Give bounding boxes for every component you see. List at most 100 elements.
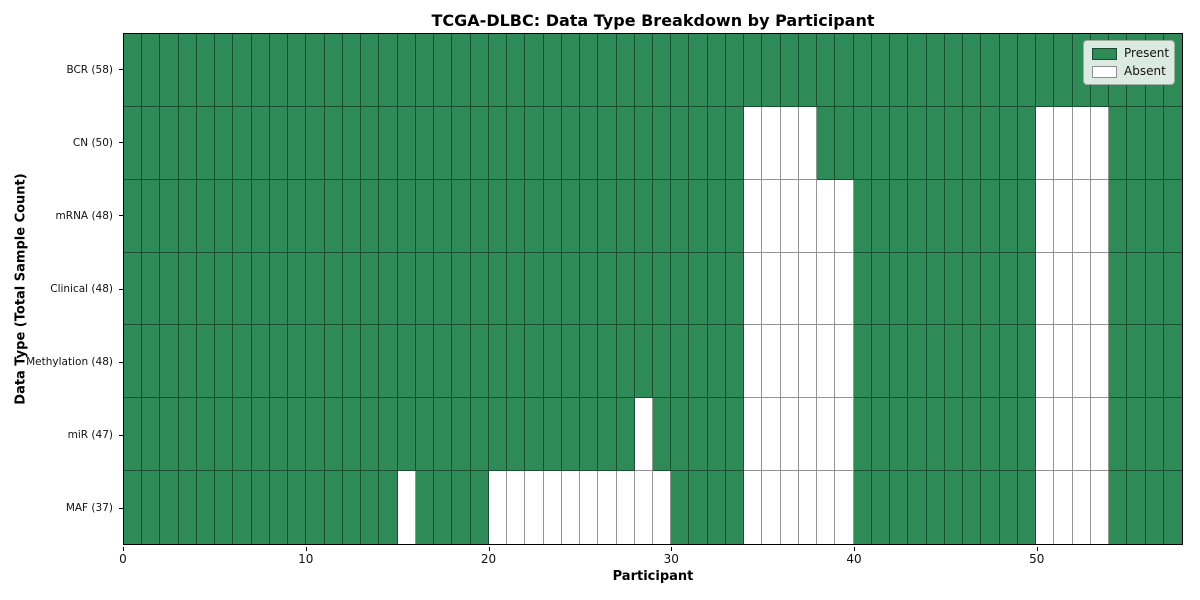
heatmap-cell [1127, 106, 1146, 180]
heatmap-cell [1163, 398, 1182, 472]
heatmap-cell [871, 471, 891, 544]
x-tick-mark [123, 546, 124, 551]
heatmap-cell [543, 106, 562, 180]
heatmap-cell [1163, 106, 1182, 180]
heatmap-cell [415, 34, 435, 107]
heatmap-cell [397, 398, 416, 472]
heatmap-cell [196, 106, 216, 180]
heatmap-cell [1090, 398, 1110, 472]
y-tick-label: miR (47) [67, 429, 113, 442]
heatmap-cell [233, 179, 252, 253]
heatmap-cell [926, 34, 945, 107]
legend-entry-present: Present [1092, 46, 1170, 60]
heatmap-cell [288, 471, 307, 544]
heatmap-cell [598, 179, 617, 253]
heatmap-cell [124, 398, 143, 472]
heatmap-cell [233, 471, 252, 544]
heatmap-cell [488, 325, 508, 399]
heatmap-cell [707, 179, 726, 253]
heatmap-cell [963, 179, 982, 253]
heatmap-cell [525, 325, 544, 399]
legend-absent-label: Absent [1124, 64, 1166, 79]
heatmap-cell [324, 179, 343, 253]
heatmap-cell [652, 325, 672, 399]
y-tick-mark [119, 361, 123, 363]
heatmap-cell [944, 325, 964, 399]
heatmap-cell [525, 252, 544, 326]
heatmap-cell [251, 179, 270, 253]
heatmap-cell [762, 179, 781, 253]
heatmap-cell [926, 471, 945, 544]
heatmap-cell [598, 325, 617, 399]
heatmap-cell [762, 252, 781, 326]
heatmap-cell [944, 252, 964, 326]
heatmap-cell [981, 398, 1000, 472]
heatmap-cell [1145, 252, 1164, 326]
heatmap-cell [288, 252, 307, 326]
heatmap-cell [1054, 252, 1073, 326]
heatmap-cell [488, 471, 508, 544]
heatmap-cell [361, 106, 380, 180]
heatmap-cell [981, 34, 1000, 107]
heatmap-cell [926, 325, 945, 399]
heatmap-cell [1127, 325, 1146, 399]
heatmap-cell [251, 398, 270, 472]
heatmap-cell [725, 471, 745, 544]
heatmap-cell [251, 252, 270, 326]
heatmap-cell [853, 252, 872, 326]
heatmap-cell [1127, 179, 1146, 253]
heatmap-cell [652, 179, 672, 253]
heatmap-cell [616, 398, 635, 472]
heatmap-cell [689, 398, 708, 472]
heatmap-cell [561, 252, 581, 326]
heatmap-cell [306, 179, 325, 253]
heatmap-cell [926, 106, 945, 180]
chart-title: TCGA-DLBC: Data Type Breakdown by Partic… [431, 11, 875, 30]
heatmap-cell [470, 252, 489, 326]
legend-present-label: Present [1124, 46, 1170, 60]
heatmap-cell [652, 471, 672, 544]
heatmap-cell [251, 325, 270, 399]
heatmap-cell [178, 252, 197, 326]
heatmap-cell [233, 325, 252, 399]
heatmap-cell [397, 471, 416, 544]
heatmap-cell [434, 471, 453, 544]
heatmap-cell [379, 398, 398, 472]
heatmap-cell [1036, 106, 1055, 180]
heatmap-cell [142, 471, 161, 544]
heatmap-cell [890, 325, 909, 399]
heatmap-cell [507, 398, 526, 472]
heatmap-cell [1090, 325, 1110, 399]
heatmap-cell [598, 398, 617, 472]
heatmap-cell [871, 106, 891, 180]
heatmap-cell [415, 106, 435, 180]
heatmap-cell [1145, 106, 1164, 180]
heatmap-cell [470, 471, 489, 544]
heatmap-cell [452, 106, 471, 180]
heatmap-cell [415, 471, 435, 544]
x-tick-label: 0 [119, 552, 127, 566]
heatmap-cell [817, 325, 836, 399]
legend: Present Absent [1083, 40, 1175, 86]
heatmap-cell [324, 34, 343, 107]
heatmap-cell [616, 252, 635, 326]
y-tick-mark [119, 434, 123, 436]
heatmap-cell [780, 252, 799, 326]
heatmap-cell [580, 252, 599, 326]
heatmap-cell [160, 471, 179, 544]
heatmap-cell [288, 398, 307, 472]
heatmap-cell [215, 34, 234, 107]
heatmap-cell [580, 179, 599, 253]
heatmap-cell [835, 398, 854, 472]
heatmap-cell [488, 252, 508, 326]
heatmap-cell [652, 252, 672, 326]
heatmap-cell [1054, 325, 1073, 399]
heatmap-cell [744, 471, 763, 544]
heatmap-cell [634, 325, 653, 399]
heatmap-cell [1090, 179, 1110, 253]
heatmap-cell [488, 398, 508, 472]
heatmap-cell [543, 252, 562, 326]
heatmap-cell [288, 179, 307, 253]
heatmap-cell [689, 106, 708, 180]
heatmap-cell [890, 252, 909, 326]
